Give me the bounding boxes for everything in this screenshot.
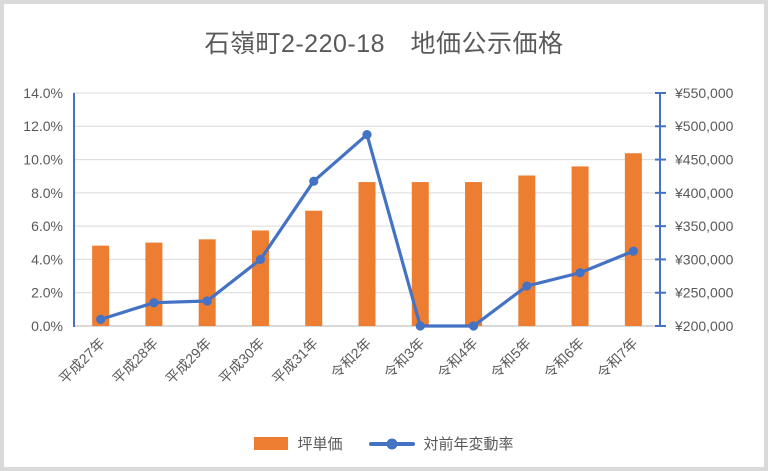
chart-title: 石嶺町2-220-18 地価公示価格 xyxy=(204,30,564,58)
marker-平成29年 xyxy=(202,296,212,306)
bar-令和2年 xyxy=(358,182,376,326)
x-axis-label-令和6年: 令和6年 xyxy=(541,335,588,382)
left-axis-tick-label: 8.0% xyxy=(31,185,63,201)
left-axis-tick-label: 2.0% xyxy=(31,285,63,301)
x-axis-label-平成28年: 平成28年 xyxy=(109,335,161,387)
x-axis-label-平成27年: 平成27年 xyxy=(56,335,108,387)
legend-item-line-series: 対前年変動率 xyxy=(368,433,514,454)
line-series-swatch-icon xyxy=(368,438,415,449)
marker-平成27年 xyxy=(96,314,106,324)
bar-平成29年 xyxy=(198,239,216,326)
bar-平成31年 xyxy=(305,210,323,326)
legend-label-bar-series: 坪単価 xyxy=(297,436,343,453)
marker-平成30年 xyxy=(255,254,266,265)
left-axis-tick-label: 10.0% xyxy=(23,151,63,167)
x-axis-label-平成31年: 平成31年 xyxy=(269,335,321,387)
plot-area: 0.0% 2.0% 4.0% 6.0% 8.0% 10.0% 12.0% 14.0% ¥200,… xyxy=(23,85,734,387)
left-axis-tick-label: 0.0% xyxy=(31,318,63,334)
left-axis-tick-label: 6.0% xyxy=(31,218,63,234)
right-axis-tick-label: ¥400,000 xyxy=(674,185,734,201)
left-axis-tick-label: 14.0% xyxy=(23,85,63,101)
bar-series-swatch-icon xyxy=(254,437,289,450)
right-axis-tick-label: ¥450,000 xyxy=(674,151,734,167)
left-axis-tick-label: 12.0% xyxy=(23,118,63,134)
right-axis-tick-label: ¥250,000 xyxy=(674,285,734,301)
marker-令和6年 xyxy=(575,268,585,278)
marker-令和2年 xyxy=(362,130,372,140)
marker-令和3年 xyxy=(415,321,425,331)
bar-令和3年 xyxy=(411,182,429,326)
bar-令和4年 xyxy=(465,182,483,326)
x-axis-label-平成30年: 平成30年 xyxy=(216,335,268,387)
legend-label-line-series: 対前年変動率 xyxy=(423,436,514,453)
marker-平成28年 xyxy=(149,298,159,308)
marker-令和4年 xyxy=(468,321,479,331)
left-axis-tick-label: 4.0% xyxy=(31,251,63,267)
marker-平成31年 xyxy=(309,176,319,186)
x-axis-label-令和3年: 令和3年 xyxy=(381,335,428,382)
bar-平成27年 xyxy=(92,245,110,326)
x-axis-label-令和7年: 令和7年 xyxy=(594,335,641,382)
line-marker-icon xyxy=(386,438,397,449)
bar-平成28年 xyxy=(145,242,163,326)
right-axis-tick-label: ¥350,000 xyxy=(674,218,734,234)
marker-令和7年 xyxy=(628,246,638,256)
bar-令和7年 xyxy=(624,153,642,326)
bar-令和5年 xyxy=(518,175,536,326)
x-axis-label-令和2年: 令和2年 xyxy=(328,335,375,382)
legend-item-bar-series: 坪単価 xyxy=(254,433,343,454)
x-axis-label-平成29年: 平成29年 xyxy=(162,335,214,387)
bar-平成30年 xyxy=(251,230,269,326)
marker-令和5年 xyxy=(522,281,532,291)
right-axis-tick-label: ¥500,000 xyxy=(674,118,734,134)
bar-令和6年 xyxy=(571,166,589,326)
legend: 坪単価 対前年変動率 xyxy=(4,433,764,454)
right-axis-tick-label: ¥200,000 xyxy=(674,318,734,334)
x-axis-label-令和5年: 令和5年 xyxy=(487,335,534,382)
right-axis-tick-label: ¥300,000 xyxy=(674,251,734,267)
x-axis-label-令和4年: 令和4年 xyxy=(434,335,481,382)
right-axis-tick-label: ¥550,000 xyxy=(674,85,734,101)
